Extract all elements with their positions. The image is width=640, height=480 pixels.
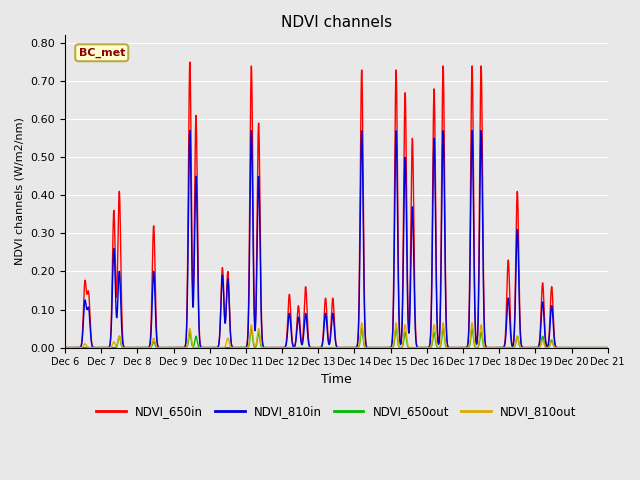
NDVI_810out bbox=[593, 345, 601, 350]
NDVI_810out bbox=[468, 320, 476, 326]
Title: NDVI channels: NDVI channels bbox=[281, 15, 392, 30]
NDVI_650in bbox=[604, 345, 611, 350]
NDVI_650out bbox=[604, 345, 612, 350]
NDVI_650in bbox=[186, 59, 194, 65]
NDVI_810in bbox=[269, 345, 277, 350]
NDVI_650out bbox=[593, 345, 601, 350]
NDVI_810in bbox=[604, 345, 612, 350]
NDVI_650in bbox=[61, 345, 69, 350]
NDVI_810out bbox=[61, 345, 69, 350]
NDVI_810out bbox=[293, 345, 301, 350]
NDVI_810out bbox=[305, 345, 312, 350]
NDVI_810in bbox=[593, 345, 601, 350]
NDVI_650in bbox=[293, 321, 301, 327]
NDVI_650in bbox=[604, 345, 612, 350]
NDVI_650out bbox=[123, 345, 131, 350]
NDVI_650out bbox=[61, 345, 69, 350]
Legend: NDVI_650in, NDVI_810in, NDVI_650out, NDVI_810out: NDVI_650in, NDVI_810in, NDVI_650out, NDV… bbox=[92, 400, 581, 423]
NDVI_650in bbox=[535, 343, 543, 348]
Y-axis label: NDVI channels (W/m2/nm): NDVI channels (W/m2/nm) bbox=[15, 118, 25, 265]
NDVI_810out bbox=[269, 345, 277, 350]
NDVI_810in bbox=[293, 327, 301, 333]
Line: NDVI_810in: NDVI_810in bbox=[65, 131, 608, 348]
Text: BC_met: BC_met bbox=[79, 48, 125, 58]
NDVI_650out bbox=[468, 326, 476, 332]
NDVI_650in bbox=[156, 345, 163, 350]
NDVI_650out bbox=[269, 345, 277, 350]
NDVI_810out bbox=[604, 345, 612, 350]
NDVI_650out bbox=[535, 345, 543, 350]
NDVI_810in bbox=[535, 343, 543, 349]
Line: NDVI_810out: NDVI_810out bbox=[65, 323, 608, 348]
NDVI_650out bbox=[156, 345, 163, 350]
NDVI_650in bbox=[269, 345, 277, 350]
NDVI_810in bbox=[604, 345, 611, 350]
NDVI_810out bbox=[535, 345, 543, 350]
NDVI_810out bbox=[156, 345, 163, 350]
NDVI_650in bbox=[593, 345, 601, 350]
NDVI_810in bbox=[186, 128, 194, 133]
NDVI_810in bbox=[123, 345, 131, 350]
NDVI_650in bbox=[123, 345, 131, 350]
NDVI_650out bbox=[293, 345, 301, 350]
NDVI_810out bbox=[123, 345, 131, 350]
Line: NDVI_650out: NDVI_650out bbox=[65, 329, 608, 348]
X-axis label: Time: Time bbox=[321, 373, 352, 386]
NDVI_810in bbox=[61, 345, 69, 350]
Line: NDVI_650in: NDVI_650in bbox=[65, 62, 608, 348]
NDVI_810in bbox=[156, 345, 163, 350]
